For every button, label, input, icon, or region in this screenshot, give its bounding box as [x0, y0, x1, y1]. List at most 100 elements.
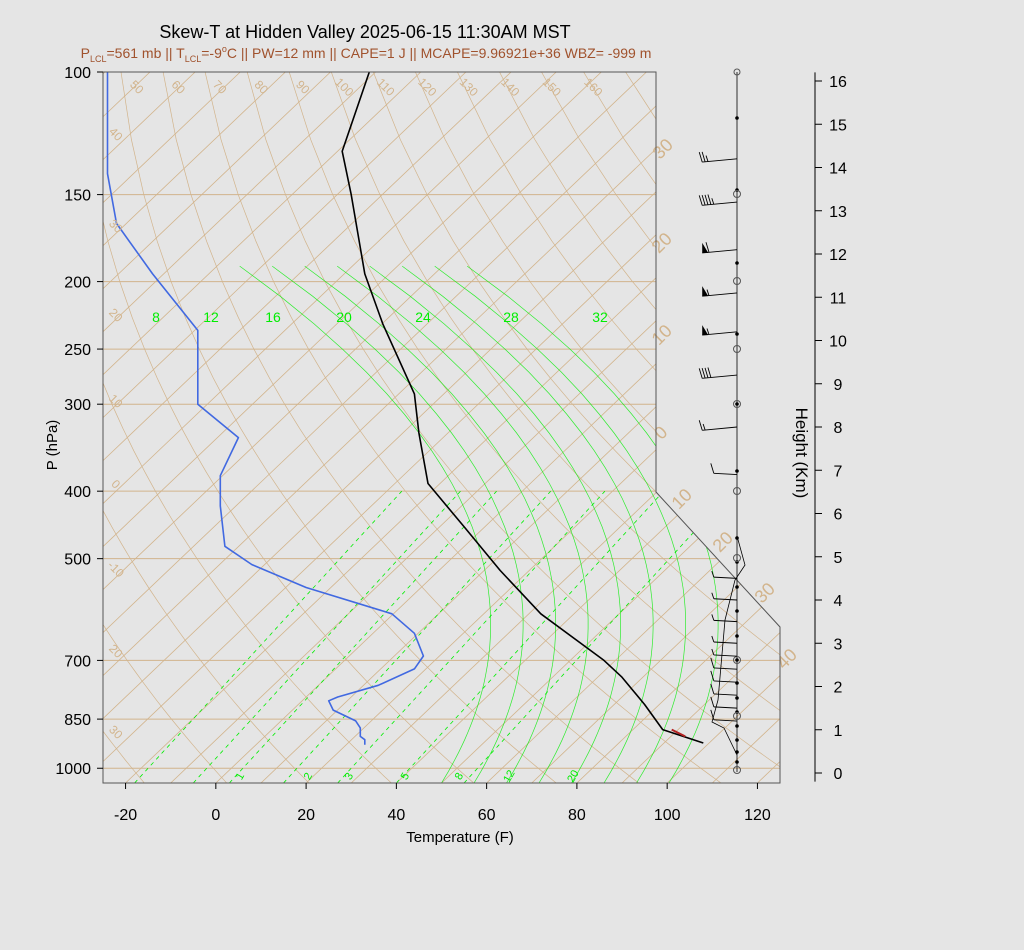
height-tick-label: 7: [834, 463, 843, 480]
wind-level-marker: [735, 469, 739, 473]
moist-adiabat-label: 20: [648, 229, 676, 257]
dry-adiabat-line: [103, 72, 475, 783]
height-tick-label: 8: [834, 420, 843, 437]
wind-barb-shaft: [713, 654, 738, 657]
dry-adiabat-line: [457, 72, 780, 783]
dry-adiabat-line: [962, 72, 1024, 783]
wind-barb-flag: [707, 367, 712, 378]
dry-adiabat-line: [288, 72, 780, 783]
wind-barb-shaft: [713, 719, 738, 722]
wind-barb-shaft: [713, 576, 738, 579]
moist-adiabat-line: [304, 265, 556, 783]
height-tick-label: 14: [829, 161, 847, 178]
dry-adiabat-line: [162, 72, 639, 783]
wind-level-marker: [735, 696, 739, 700]
isotherm-label: 10: [106, 391, 126, 411]
wind-level-marker: [735, 261, 739, 265]
height-tick-label: 3: [834, 636, 843, 653]
isotherm-line: [486, 72, 780, 783]
mixing-ratio-label: 24: [415, 309, 431, 325]
mixing-ratio-label: 28: [503, 309, 519, 325]
wind-barb-shaft: [713, 472, 738, 476]
height-tick-label: 13: [829, 204, 847, 221]
wind-barb-flag: [710, 657, 715, 669]
isotherm-label: 100: [332, 75, 356, 99]
x-tick-label: 0: [211, 807, 220, 824]
wind-barb-flag: [698, 420, 703, 431]
isotherm-label: 20: [106, 641, 126, 661]
isotherm-line: [305, 72, 780, 783]
height-tick-label: 10: [829, 334, 847, 351]
height-axis-label: Height (Km): [792, 408, 811, 499]
wind-barb-flag: [710, 670, 715, 682]
dry-adiabat-line: [103, 72, 310, 783]
p-tick-label: 500: [64, 552, 91, 569]
height-tick-label: 6: [834, 507, 843, 524]
isotherm-line: [350, 72, 780, 783]
mixing-ratio-line: [396, 490, 664, 783]
isotherm-line: [103, 72, 422, 783]
wind-barbs: [698, 68, 746, 774]
wind-barb-flag: [710, 683, 715, 695]
x-tick-label: 100: [654, 807, 681, 824]
p-tick-label: 300: [64, 397, 91, 414]
height-tick-label: 0: [834, 766, 843, 783]
mixing-ratio-label: 16: [265, 309, 281, 325]
isotherm-label: 80: [252, 77, 272, 97]
wind-barb-flag: [701, 151, 706, 162]
wind-barb-flag: [698, 368, 703, 379]
height-tick-label: 1: [834, 723, 843, 740]
wind-barb-flag: [707, 194, 712, 205]
wind-barb-flag: [698, 151, 703, 163]
isotherm-label: 20: [106, 305, 126, 325]
wind-barb-shaft: [713, 641, 738, 644]
isotherm-line: [125, 72, 780, 783]
wind-barb-half: [711, 635, 715, 643]
parcel-segment: [671, 728, 686, 738]
mixing-ratio-label: 20: [565, 768, 582, 785]
p-tick-label: 1000: [55, 761, 91, 778]
mixing-ratio-line: [337, 490, 606, 783]
isotherm-line: [103, 72, 737, 783]
sounding-profiles: [106, 72, 704, 745]
isotherm-line: [576, 72, 780, 783]
mixing-ratio-line: [463, 490, 732, 783]
dry-adiabat-line: [878, 72, 1024, 783]
isotherm-line: [103, 72, 557, 783]
wind-barb-flag: [704, 194, 709, 205]
x-tick-label: 40: [387, 807, 405, 824]
wind-barb-half: [705, 155, 709, 162]
wind-barb-half: [702, 423, 706, 431]
isotherm-line: [103, 72, 647, 783]
isotherm-line: [621, 72, 780, 783]
dry-adiabat-line: [709, 72, 780, 783]
wind-level-marker: [733, 277, 741, 285]
wind-barb-flag: [704, 367, 709, 378]
isotherm-line: [103, 72, 376, 783]
wind-barb-shaft: [713, 667, 738, 670]
isotherm-label: 150: [540, 75, 564, 99]
wind-barb-flag: [705, 242, 710, 253]
p-tick-label: 100: [64, 65, 91, 82]
isotherm-line: [441, 72, 780, 783]
wind-level-marker: [735, 658, 739, 662]
moist-adiabat-line: [239, 265, 491, 783]
moist-adiabat-line: [434, 265, 686, 783]
wind-level-marker: [733, 656, 741, 664]
wind-barb-shaft: [713, 680, 738, 683]
wind-barb-shaft: [713, 706, 738, 709]
wind-barb-shaft: [702, 426, 738, 431]
mixing-ratio-label: 8: [453, 771, 466, 782]
wind-barb-flag: [698, 195, 703, 206]
wind-barb-flag: [710, 463, 715, 474]
mixing-ratio-line: [283, 490, 551, 783]
isotherm-line: [103, 72, 692, 783]
dry-adiabat-line: [794, 72, 1024, 783]
isotherm-line: [170, 72, 780, 783]
wind-barb-half: [711, 592, 715, 599]
isotherm-line: [712, 72, 780, 783]
wind-barb-half: [711, 648, 715, 656]
height-tick-label: 12: [829, 247, 847, 264]
dry-adiabat-line: [836, 72, 1024, 783]
